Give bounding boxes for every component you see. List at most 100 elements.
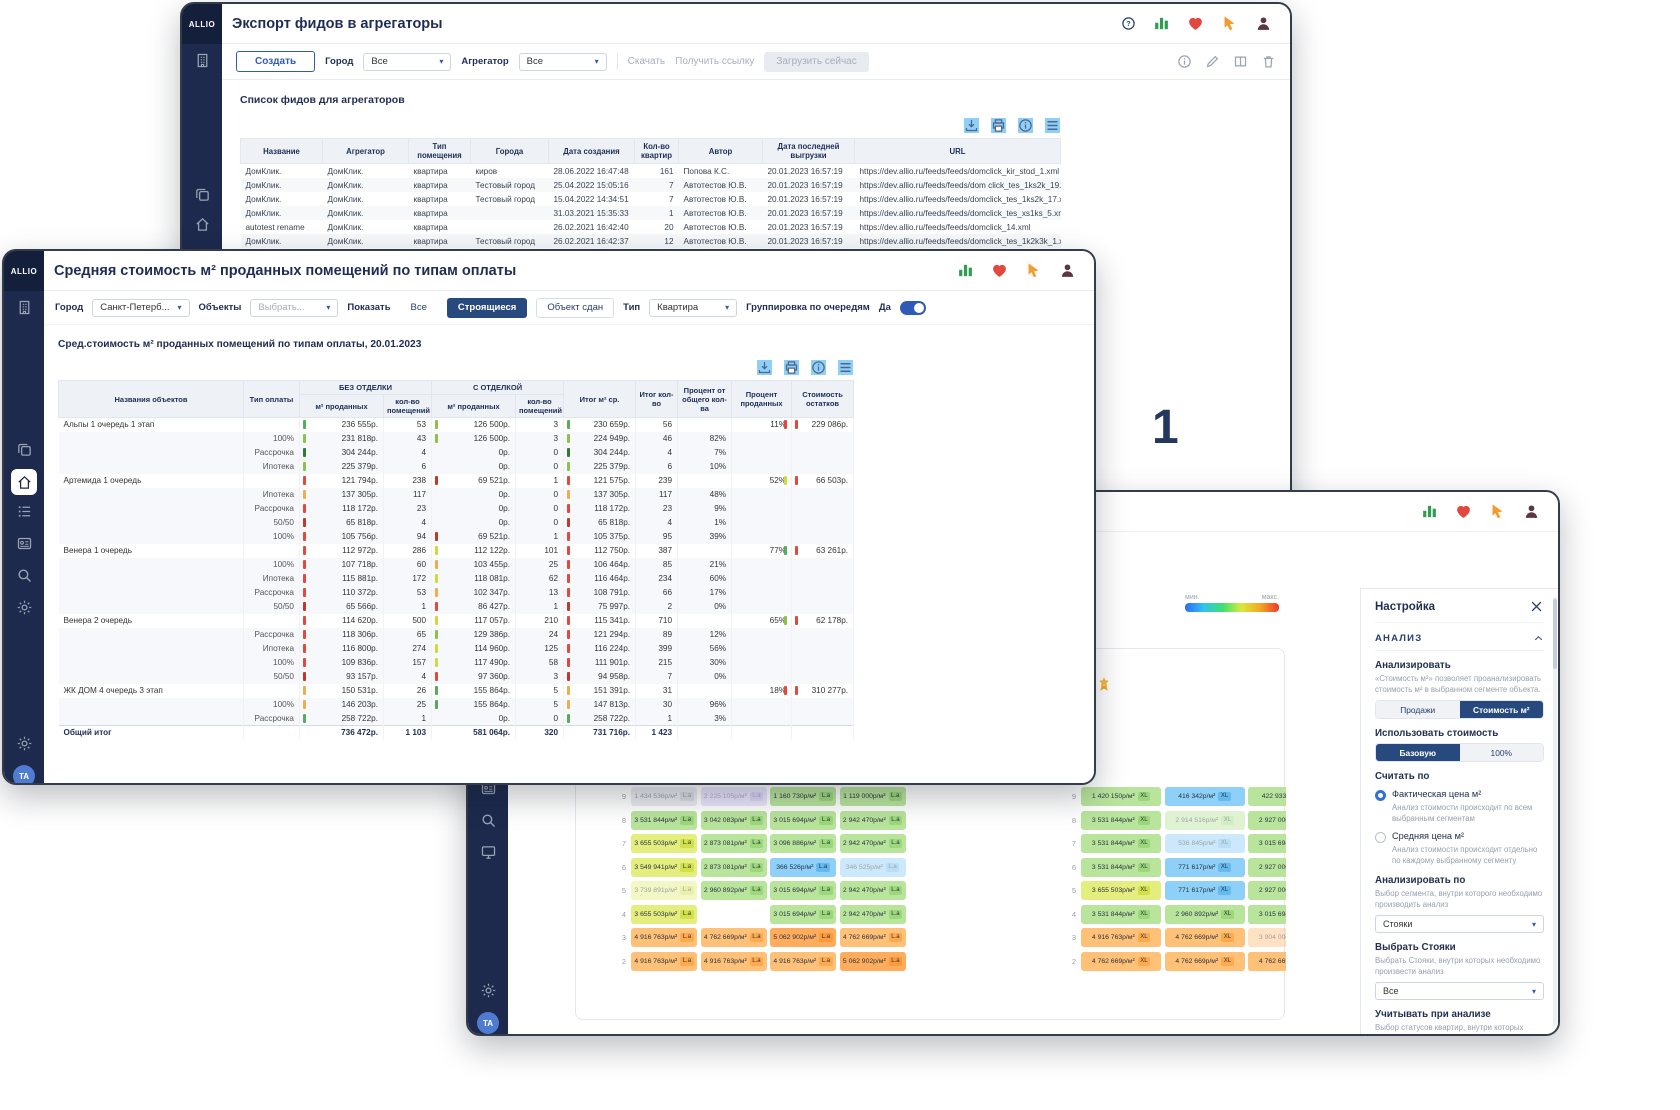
apartment-cell[interactable]: 346 525р/м² L.a xyxy=(839,857,906,877)
type-select[interactable]: Квартира ▾ xyxy=(649,298,738,317)
pivot-row[interactable]: 50/50 93 157р. 4 97 360р. 3 94 958р. 7 0% xyxy=(58,669,855,684)
apartment-cell[interactable]: 2 873 081р/м² L.a xyxy=(700,857,767,877)
cost-m2-button[interactable]: Стоимость м² xyxy=(1459,701,1543,719)
apartment-cell[interactable]: 2 914 516р/м² XL xyxy=(1164,810,1245,830)
apartment-cell[interactable]: 4 762 669р/м² L.a xyxy=(839,928,906,947)
pivot-row[interactable]: Рассрочка 304 244р. 4 0р. 0 304 244р. 4 7% xyxy=(58,445,855,460)
apartment-cell[interactable]: 3 739 891р/м² L.a xyxy=(631,881,697,900)
column-header[interactable]: Название xyxy=(240,138,323,164)
apartment-cell[interactable]: 1 119 000р/м² L.a xyxy=(839,787,906,806)
column-header[interactable]: кол-во помещений xyxy=(382,394,433,418)
column-header[interactable]: Агрегатор xyxy=(322,138,409,164)
column-header[interactable]: Тип оплаты xyxy=(243,380,300,418)
actual-price-radio[interactable] xyxy=(1375,790,1386,802)
apartment-cell[interactable]: 4 916 763р/м² L.a xyxy=(700,951,767,971)
download-button[interactable]: Скачать xyxy=(627,56,666,67)
apartment-cell[interactable]: 3 531 844р/м² XL xyxy=(1081,810,1161,830)
delete-icon[interactable] xyxy=(1261,54,1276,69)
gear-icon[interactable] xyxy=(468,982,508,999)
close-icon[interactable] xyxy=(1529,599,1544,614)
pivot-row[interactable]: 100% 105 756р. 94 69 521р. 1 105 375р. 95 39% xyxy=(58,529,855,544)
pivot-row[interactable]: 100% 109 836р. 157 117 490р. 58 111 901р. 215 3… xyxy=(58,655,855,670)
pivot-row[interactable]: 100% 107 718р. 60 103 455р. 25 106 464р. 85 21% xyxy=(58,557,855,572)
apartment-cell[interactable]: 771 617р/м² XL xyxy=(1164,881,1245,900)
apartment-cell[interactable]: 4 762 669р/м² L.a xyxy=(700,928,767,947)
apartment-cell[interactable]: 3 096 886р/м² L.a xyxy=(770,834,836,853)
apartment-cell[interactable]: 771 617р/м² XL xyxy=(1164,857,1245,877)
show-building-button[interactable]: Строящиеся xyxy=(446,297,528,318)
column-header[interactable]: м² проданных xyxy=(299,394,384,418)
pivot-row[interactable]: Ипотека 115 881р. 172 118 081р. 62 116 464р. 2… xyxy=(58,571,855,586)
search-icon[interactable] xyxy=(468,812,508,829)
apartment-cell[interactable]: 3 015 694р/м² L.a xyxy=(770,810,836,830)
average-price-radio[interactable] xyxy=(1375,832,1386,844)
pivot-row[interactable]: Ипотека 225 379р. 6 0р. 0 225 379р. 6 10% xyxy=(58,459,855,474)
column-header[interactable]: кол-во помещений xyxy=(515,394,565,418)
full-cost-button[interactable]: 100% xyxy=(1459,744,1543,762)
apartment-cell[interactable]: 3 531 844р/м² L.a xyxy=(631,810,697,830)
apartment-cell[interactable]: 1 434 536р/м² L.a xyxy=(631,787,697,806)
profile-icon[interactable] xyxy=(1255,15,1272,32)
cursor-icon[interactable] xyxy=(1221,15,1238,32)
info-icon[interactable] xyxy=(811,360,826,375)
building-icon[interactable] xyxy=(4,299,44,316)
column-header[interactable]: Тип помещения xyxy=(408,138,471,164)
column-header[interactable]: м² проданных xyxy=(431,394,517,418)
upload-now-button[interactable]: Загрузить сейчас xyxy=(764,51,869,72)
menu-icon[interactable] xyxy=(1045,118,1060,133)
apartment-cell[interactable]: 2 960 892р/м² L.a xyxy=(700,881,767,900)
column-header[interactable]: Дата создания xyxy=(548,138,635,164)
pivot-row[interactable]: 50/50 65 566р. 1 86 427р. 1 75 997р. 2 0% xyxy=(58,599,855,614)
column-header[interactable]: Города xyxy=(470,138,549,164)
apartment-cell[interactable]: 4 916 763р/м² XL xyxy=(1081,928,1161,947)
apartment-cell[interactable]: 4 916 763р/м² L.a xyxy=(631,928,697,947)
avatar[interactable]: TA xyxy=(4,765,44,783)
column-header[interactable]: Названия объектов xyxy=(58,380,244,418)
menu-icon[interactable] xyxy=(838,360,853,375)
pivot-row[interactable]: Венера 2 очередь 114 620р. 500 117 057р. 210… xyxy=(58,613,855,628)
apartment-cell[interactable]: 3 531 844р/м² XL xyxy=(1081,904,1161,924)
apartment-cell[interactable]: 4 916 763р/м² L.a xyxy=(631,951,697,971)
reports-icon[interactable] xyxy=(1421,503,1438,520)
analyze-by-select[interactable]: Стояки ▾ xyxy=(1375,915,1544,934)
pivot-row[interactable]: ЖК ДОМ 4 очередь 3 этап 150 531р. 26 155 86… xyxy=(58,683,855,698)
reports-icon[interactable] xyxy=(957,262,974,279)
apartment-cell[interactable]: 2 225 105р/м² L.a xyxy=(700,787,767,806)
apartment-cell[interactable]: 536 845р/м² XL xyxy=(1164,834,1245,853)
apartment-cell[interactable]: 366 526р/м² L.a xyxy=(770,857,836,877)
apartment-cell[interactable]: 3 655 503р/м² L.a xyxy=(631,834,697,853)
pivot-row[interactable]: Венера 1 очередь 112 972р. 286 112 122р. 101… xyxy=(58,543,855,558)
apartment-cell[interactable]: 3 655 503р/м² XL xyxy=(1081,881,1161,900)
chevron-up-icon[interactable] xyxy=(1533,633,1544,644)
apartment-cell[interactable]: 2 960 892р/м² XL xyxy=(1164,904,1245,924)
export-icon[interactable] xyxy=(757,360,772,375)
objects-select[interactable]: Выбрать... ▾ xyxy=(250,298,339,317)
pivot-row[interactable]: 100% 231 818р. 43 126 500р. 3 224 949р. 46 82% xyxy=(58,431,855,446)
apartment-cell[interactable]: 5 062 902р/м² L.a xyxy=(770,928,836,947)
feed-row[interactable]: ДомКлик. ДомКлик. квартира Тестовый город 15… xyxy=(245,194,1061,204)
apartment-cell[interactable]: 416 342р/м² XL xyxy=(1164,787,1245,806)
apartment-cell[interactable]: 3 531 844р/м² XL xyxy=(1081,857,1161,877)
apartment-cell[interactable]: 2 942 470р/м² L.a xyxy=(839,904,906,924)
home-icon-selected[interactable] xyxy=(4,469,44,495)
cursor-icon[interactable] xyxy=(1025,262,1042,279)
pivot-row[interactable]: Рассрочка 118 172р. 23 0р. 0 118 172р. 23 9% xyxy=(58,501,855,516)
apartment-cell[interactable]: 3 549 941р/м² L.a xyxy=(631,857,697,877)
apartment-cell[interactable]: 2 873 081р/м² L.a xyxy=(700,834,767,853)
column-header[interactable]: Автор xyxy=(678,138,763,164)
column-header[interactable]: Стоимость остатков xyxy=(791,380,855,418)
pivot-row[interactable]: Общий итог 736 472р. 1 103 581 064р. 320 731 … xyxy=(58,725,855,740)
scrollbar-thumb[interactable] xyxy=(1553,599,1557,669)
feed-row[interactable]: autotest rename ДомКлик. квартира 26.02.202… xyxy=(245,222,1031,232)
column-header[interactable]: Итог кол-во xyxy=(635,380,679,418)
help-icon[interactable]: ? xyxy=(1121,16,1136,31)
select-risers-select[interactable]: Все ▾ xyxy=(1375,982,1544,1001)
